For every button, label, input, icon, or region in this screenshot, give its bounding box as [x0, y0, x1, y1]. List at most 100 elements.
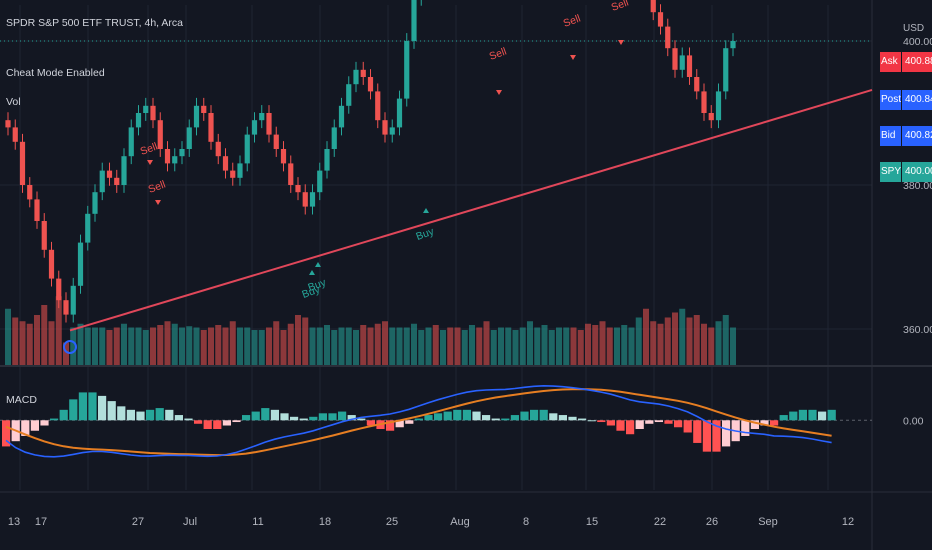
indicator-cheat-mode[interactable]: Cheat Mode Enabled — [6, 67, 105, 79]
macd-hist-bar — [443, 411, 452, 421]
volume-bar — [200, 330, 207, 365]
volume-bar — [541, 325, 548, 365]
volume-bar — [193, 327, 200, 365]
volume-bar — [418, 330, 425, 365]
macd-hist-bar — [654, 420, 663, 423]
volume-bar — [113, 327, 120, 365]
volume-bar — [41, 305, 48, 365]
volume-bar — [295, 315, 301, 365]
macd-hist-bar — [318, 413, 327, 421]
volume-bar — [382, 321, 388, 365]
macd-hist-bar — [309, 416, 318, 421]
candle-body — [694, 77, 700, 92]
volume-bar — [606, 327, 613, 365]
candle-body — [730, 41, 736, 49]
macd-hist-bar — [789, 411, 798, 421]
macd-hist-bar — [549, 413, 558, 421]
candle-body — [672, 48, 678, 70]
candle-body — [259, 113, 265, 121]
volume-bar — [628, 327, 635, 365]
candle-body — [164, 149, 171, 164]
volume-bar — [287, 323, 294, 365]
macd-hist-bar — [491, 418, 500, 421]
price-tag-bid-value: 400.82 — [902, 126, 932, 146]
candle-body — [34, 199, 40, 221]
candle-body — [701, 91, 707, 113]
macd-hist-bar — [59, 409, 68, 421]
macd-hist-bar — [827, 409, 836, 421]
volume-bar — [454, 327, 461, 365]
volume-bar — [19, 321, 26, 365]
volume-bar — [302, 317, 309, 365]
volume-bar — [77, 323, 84, 365]
macd-hist-bar — [606, 420, 615, 426]
volume-bar — [512, 330, 519, 365]
macd-hist-bar — [251, 411, 260, 421]
candle-body — [317, 170, 323, 193]
volume-bar — [396, 327, 403, 365]
macd-hist-bar — [270, 409, 279, 421]
volume-bar — [164, 321, 171, 365]
volume-bar — [686, 317, 693, 365]
signal-buy-arrow — [309, 270, 315, 275]
macd-hist-bar — [357, 418, 366, 421]
candle-body — [708, 113, 714, 121]
time-tick-label: 22 — [654, 516, 666, 528]
macd-hist-bar — [50, 418, 59, 421]
macd-hist-bar — [338, 411, 347, 421]
signal-sell-arrow — [155, 200, 161, 205]
macd-hist-bar — [299, 418, 308, 421]
volume-bar — [635, 317, 642, 365]
grid-lines — [0, 5, 872, 490]
macd-hist-bar — [702, 420, 711, 452]
volume-bar — [34, 315, 40, 365]
volume-bar — [244, 327, 251, 365]
price-tag-spy-value: 400.00 — [902, 162, 932, 182]
volume-bar — [614, 327, 620, 365]
macd-hist-bar — [616, 420, 625, 431]
volume-bar — [229, 321, 236, 365]
candle-body — [215, 141, 221, 157]
volume-bar — [722, 315, 729, 365]
macd-hist-bar — [760, 420, 769, 426]
volume-bar — [650, 321, 657, 365]
time-tick-label: 11 — [252, 516, 263, 528]
volume-bar — [338, 327, 345, 365]
candle-body — [244, 134, 250, 164]
candle-body — [201, 105, 207, 113]
candle-body — [77, 242, 84, 286]
volume-bar — [592, 325, 599, 365]
symbol-title[interactable]: SPDR S&P 500 ETF TRUST, 4h, Arca — [6, 17, 184, 29]
macd-hist-bar — [683, 420, 692, 433]
macd-hist-bar — [770, 420, 779, 426]
candle-body — [266, 113, 272, 135]
macd-line — [5, 384, 832, 458]
macd-hist-bar — [155, 408, 164, 421]
volume-bar — [679, 308, 686, 365]
time-tick-label: 15 — [586, 516, 598, 528]
indicator-macd[interactable]: MACD — [6, 394, 37, 406]
volume-bar — [657, 323, 664, 365]
candle-body — [404, 41, 410, 99]
signal-sell-arrow — [496, 90, 502, 95]
macd-signal-line — [5, 388, 832, 457]
candle-body — [150, 105, 156, 121]
macd-hist-bar — [136, 411, 145, 421]
macd-hist-bar — [117, 406, 126, 421]
volume-bar — [266, 327, 272, 365]
volume-bar — [150, 327, 156, 365]
signal-sell-label: Sell — [488, 46, 509, 63]
indicator-volume[interactable]: Vol — [6, 96, 21, 108]
macd-hist-bar — [693, 420, 702, 443]
volume-bar — [411, 323, 417, 365]
candle-body — [85, 213, 91, 243]
macd-hist-bar — [290, 416, 299, 421]
candle-body — [99, 170, 105, 193]
volume-bar — [237, 327, 243, 365]
macd-hist-bar — [712, 420, 721, 452]
price-tag-bid-label: Bid — [880, 126, 901, 146]
macd-hist-bar — [184, 418, 193, 421]
volume-bar — [585, 323, 591, 365]
signal-sell-label: Sell — [147, 179, 168, 196]
